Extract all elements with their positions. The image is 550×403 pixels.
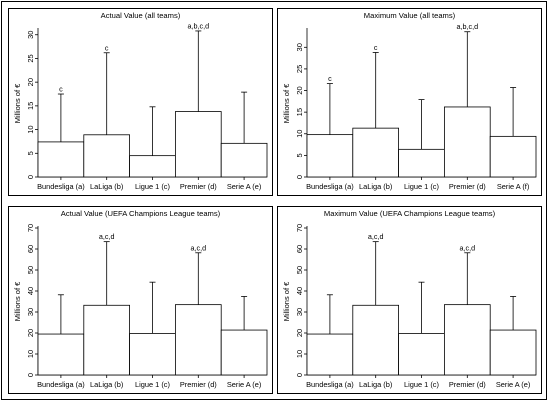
category-label: LaLiga (b) [359,182,392,191]
chart-maximum-all-teams: 0 5 10 15 20 25 30 Millions of € c Bundesliga (a)… [282,22,537,191]
panel-4-title: Maximum Value (UEFA Champions League tea… [323,209,496,218]
category-label: LaLiga (b) [359,380,392,389]
category-label: Premier (d) [449,182,486,191]
y-tick-label: 30 [295,43,304,51]
bar [83,304,131,376]
category-label: Premier (d) [449,380,486,389]
y-tick-label: 10 [26,125,35,133]
y-tick-label: 70 [26,224,35,232]
bar [37,141,85,178]
y-tick-label: 10 [295,130,304,138]
y-tick-label: 20 [295,86,304,94]
y-tick-label: 60 [295,245,304,253]
y-tick-label: 30 [295,308,304,316]
significance-label: a,c,d [99,232,115,241]
panel-1-title: Actual Value (all teams) [100,11,181,20]
y-tick-label: 20 [295,329,304,337]
panel-3-title: Actual Value (UEFA Champions League team… [60,209,221,218]
bar [306,134,354,178]
bar [398,148,445,178]
y-tick-label: 60 [26,245,35,253]
y-tick-label: 5 [26,151,35,155]
category-label: Serie A (e) [227,182,262,191]
category-label: Ligue 1 (c) [404,380,439,389]
bar [489,329,537,376]
bar [83,134,131,178]
bar [443,304,491,376]
bar [174,111,222,178]
category-label: Serie A (e) [227,380,262,389]
y-tick-label: 15 [26,102,35,110]
bar [220,142,268,178]
category-label: Serie A (e) [496,380,531,389]
category-label: Bundesliga (a) [306,380,354,389]
bar [129,155,176,178]
category-label: LaLiga (b) [90,380,123,389]
significance-label: a,b,c,d [457,22,479,31]
significance-label: c [105,43,109,52]
y-tick-label: 0 [295,373,304,377]
y-tick-label: 50 [295,266,304,274]
y-tick-label: 5 [295,153,304,157]
y-axis-label: Millions of € [13,281,22,321]
significance-label: a,c,d [368,232,384,241]
chart-maximum-ucl-teams: 0 10 20 30 40 50 60 70 Millions of € Bundesliga (… [282,224,537,389]
panel-2-title: Maximum Value (all teams) [363,11,456,20]
bar [174,304,222,376]
y-tick-label: 25 [295,65,304,73]
y-tick-label: 0 [26,175,35,179]
y-tick-label: 20 [26,78,35,86]
y-tick-label: 10 [295,350,304,358]
category-label: Serie A (f) [497,182,529,191]
bar [443,106,491,178]
category-label: Bundesliga (a) [37,380,85,389]
category-label: Ligue 1 (c) [135,182,170,191]
category-label: Ligue 1 (c) [135,380,170,389]
category-label: LaLiga (b) [90,182,123,191]
category-label: Premier (d) [180,182,217,191]
bar [352,127,400,178]
y-tick-label: 50 [26,266,35,274]
bar [306,333,354,376]
bar [220,329,268,376]
bar [489,135,537,178]
y-axis-label: Millions of € [13,83,22,123]
bar [129,333,176,376]
y-tick-label: 30 [26,31,35,39]
bar [352,304,400,376]
y-axis-label: Millions of € [282,281,291,321]
y-tick-label: 0 [26,373,35,377]
bar [398,333,445,376]
y-tick-label: 40 [295,287,304,295]
significance-label: a,b,c,d [188,21,210,30]
y-tick-label: 20 [26,329,35,337]
y-tick-label: 10 [26,350,35,358]
significance-label: c [374,43,378,52]
y-tick-label: 40 [26,287,35,295]
y-tick-label: 70 [295,224,304,232]
category-label: Ligue 1 (c) [404,182,439,191]
category-label: Bundesliga (a) [37,182,85,191]
y-axis-label: Millions of € [282,83,291,123]
chart-actual-all-teams: 0 5 10 15 20 25 30 Millions of € c Bundesliga (a)… [13,21,268,191]
category-label: Premier (d) [180,380,217,389]
significance-label: a,c,d [460,243,476,252]
category-label: Bundesliga (a) [306,182,354,191]
significance-label: c [59,85,63,94]
y-tick-label: 15 [295,108,304,116]
bar [37,333,85,376]
y-tick-label: 30 [26,308,35,316]
significance-label: c [328,74,332,83]
chart-actual-ucl-teams: 0 10 20 30 40 50 60 70 Millions of € Bundesliga (… [13,224,268,389]
y-tick-label: 25 [26,54,35,62]
significance-label: a,c,d [191,243,207,252]
y-tick-label: 0 [295,175,304,179]
